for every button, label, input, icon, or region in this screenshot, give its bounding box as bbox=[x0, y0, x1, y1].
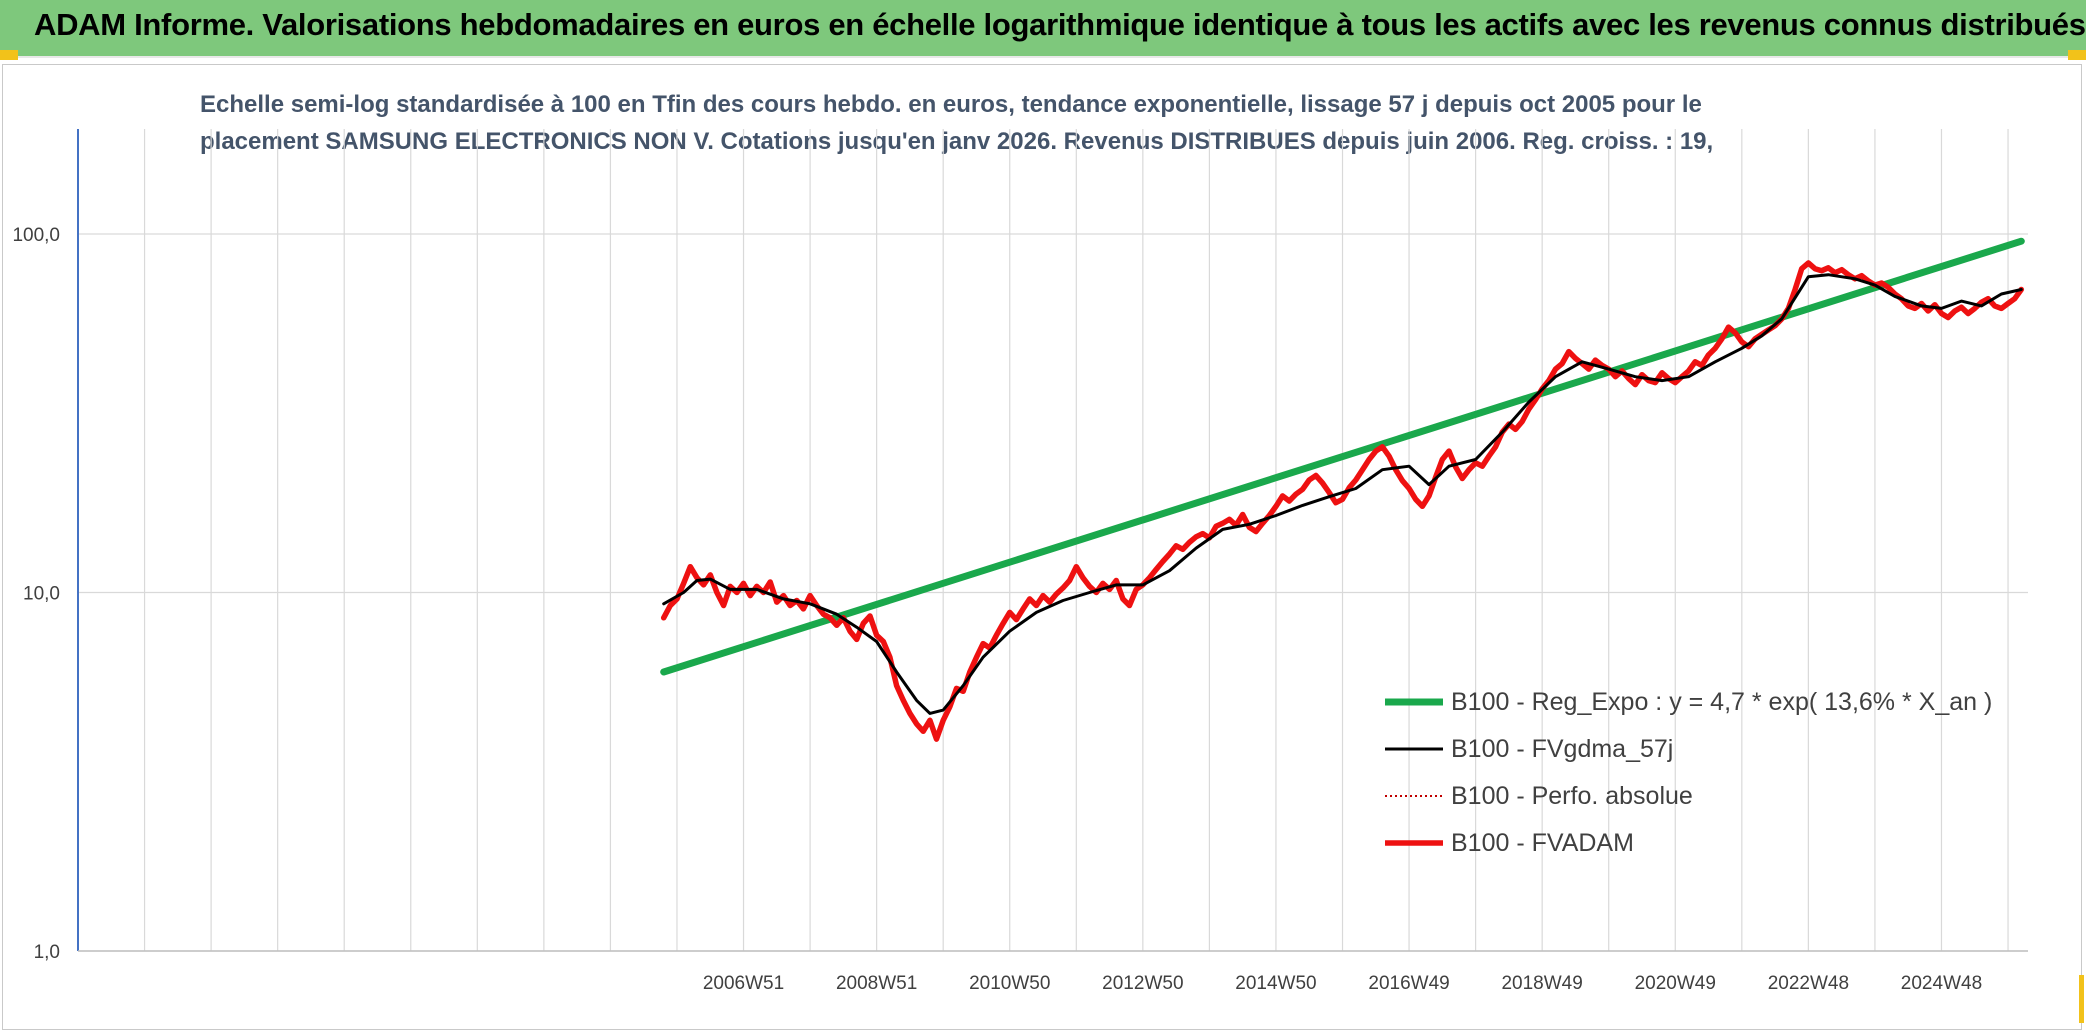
chart-title-line-1: Echelle semi-log standardisée à 100 en T… bbox=[200, 91, 1702, 118]
right-edge-marker bbox=[2079, 975, 2084, 1023]
x-tick-label: 2022W48 bbox=[1768, 973, 1849, 994]
y-axis-ticks: 100,0 10,0 1,0 bbox=[12, 225, 60, 963]
legend-label-fvadam: B100 - FVADAM bbox=[1451, 829, 1634, 857]
axes bbox=[77, 129, 2028, 952]
x-tick-label: 2024W48 bbox=[1901, 973, 1982, 994]
x-tick-label: 2020W49 bbox=[1635, 973, 1716, 994]
legend: B100 - Reg_Expo : y = 4,7 * exp( 13,6% *… bbox=[1385, 688, 1992, 857]
series-line-fvadam bbox=[660, 260, 2025, 742]
x-tick-label: 2010W50 bbox=[969, 973, 1050, 994]
legend-label-perfo: B100 - Perfo. absolue bbox=[1451, 782, 1693, 810]
x-tick-label: 2012W50 bbox=[1102, 973, 1183, 994]
x-tick-label: 2008W51 bbox=[836, 973, 917, 994]
legend-label-reg: B100 - Reg_Expo : y = 4,7 * exp( 13,6% *… bbox=[1451, 688, 1992, 716]
chart-title: Echelle semi-log standardisée à 100 en T… bbox=[200, 86, 1714, 160]
y-tick-label: 100,0 bbox=[12, 225, 60, 246]
series-line-fvgdma bbox=[662, 273, 2023, 715]
x-tick-label: 2006W51 bbox=[703, 973, 784, 994]
series-line-reg bbox=[660, 237, 2025, 676]
x-axis-ticks: 2006W51 2008W51 2010W50 2012W50 2014W50 2016W… bbox=[703, 973, 1982, 994]
legend-label-fvgdma: B100 - FVgdma_57j bbox=[1451, 735, 1673, 763]
chart-title-line-2: placement SAMSUNG ELECTRONICS NON V. Cot… bbox=[200, 128, 1714, 155]
grid-lines bbox=[77, 129, 2028, 952]
x-tick-label: 2018W49 bbox=[1501, 973, 1582, 994]
header-banner: ADAM Informe. Valorisations hebdomadaire… bbox=[0, 0, 2086, 58]
y-tick-label: 1,0 bbox=[34, 942, 60, 963]
x-tick-label: 2016W49 bbox=[1368, 973, 1449, 994]
x-tick-label: 2014W50 bbox=[1235, 973, 1316, 994]
corner-marker-left bbox=[0, 50, 18, 60]
corner-marker-right bbox=[2068, 50, 2086, 60]
banner-title: ADAM Informe. Valorisations hebdomadaire… bbox=[34, 7, 2086, 42]
y-tick-label: 10,0 bbox=[23, 584, 60, 605]
chart-frame bbox=[2, 64, 2082, 1030]
series-lines bbox=[660, 237, 2025, 742]
